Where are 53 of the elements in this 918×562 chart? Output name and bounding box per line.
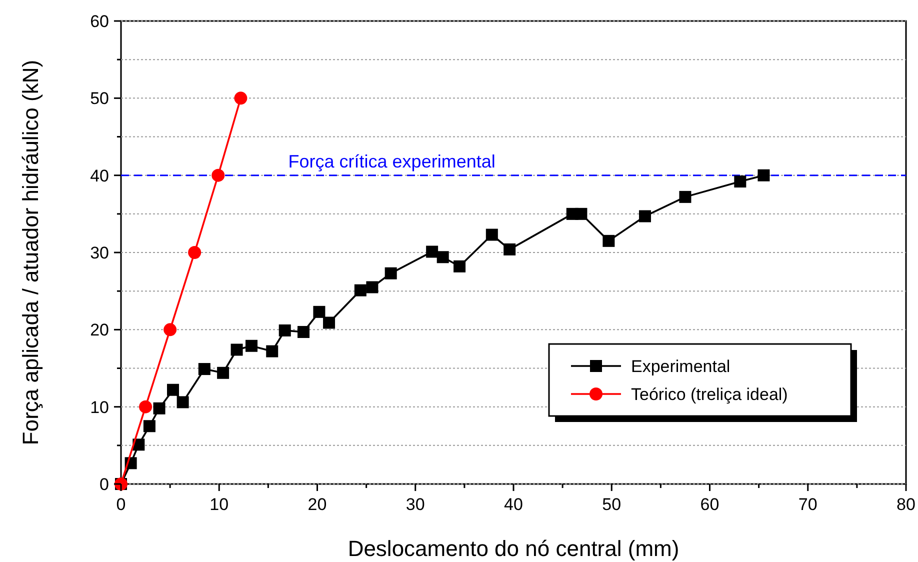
point <box>638 210 651 222</box>
y-tick-label: 60 <box>90 12 109 31</box>
point <box>212 168 225 182</box>
point <box>354 284 366 296</box>
point <box>426 246 438 258</box>
point <box>188 246 202 259</box>
x-tick-label: 80 <box>896 495 916 514</box>
point <box>167 384 180 396</box>
point <box>454 260 466 272</box>
point <box>198 363 210 376</box>
x-axis-title: Deslocamento do nó central (mm) <box>348 536 680 561</box>
y-tick-label: 50 <box>90 89 109 108</box>
x-tick-label: 20 <box>308 495 327 514</box>
point <box>266 345 278 358</box>
point <box>153 402 166 414</box>
point <box>246 340 258 352</box>
point <box>575 208 588 220</box>
point <box>176 396 189 408</box>
y-tick-label: 40 <box>90 166 109 186</box>
x-tick-label: 10 <box>210 495 229 514</box>
point <box>313 306 326 318</box>
point <box>139 400 152 414</box>
y-tick-label: 20 <box>90 320 109 340</box>
point <box>234 92 248 105</box>
point <box>298 326 310 338</box>
legend-label: Teórico (treliça ideal) <box>631 384 788 404</box>
y-tick-label: 30 <box>90 243 109 262</box>
point <box>504 243 516 256</box>
point <box>734 176 746 188</box>
x-tick-label: 50 <box>602 495 622 514</box>
point <box>366 281 378 294</box>
x-tick-label: 30 <box>406 495 425 514</box>
x-tick-label: 60 <box>700 495 720 514</box>
point <box>217 366 230 379</box>
point <box>486 228 498 241</box>
point <box>164 323 177 336</box>
point <box>143 420 156 432</box>
point <box>602 234 615 247</box>
x-tick-label: 0 <box>116 495 126 514</box>
point <box>323 316 336 329</box>
legend-label: Experimental <box>631 356 730 376</box>
point <box>758 169 770 182</box>
x-tick-label: 70 <box>798 495 818 514</box>
y-tick-label: 10 <box>90 398 109 417</box>
point <box>230 344 243 356</box>
point <box>679 190 692 203</box>
point <box>278 324 291 336</box>
y-axis-title: Força aplicada / atuador hidráulico (kN) <box>18 60 43 446</box>
x-tick-label: 40 <box>504 495 523 514</box>
point <box>384 267 397 280</box>
point <box>436 251 449 264</box>
ref-line-label: Força crítica experimental <box>288 151 496 172</box>
y-tick-label: 0 <box>100 474 109 494</box>
